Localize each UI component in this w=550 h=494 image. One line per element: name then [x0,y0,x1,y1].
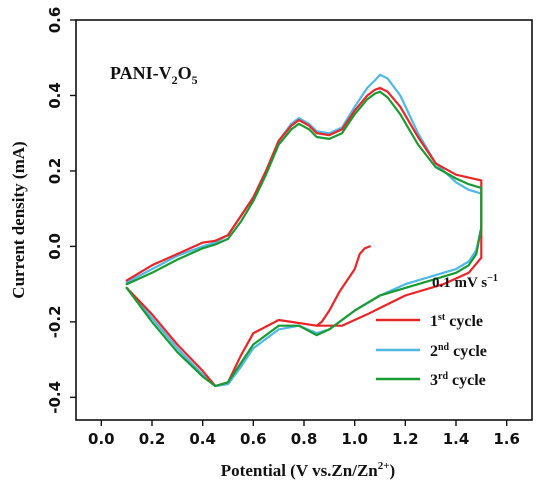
legend-label-cycle1: 1st cycle [430,312,483,330]
y-tick-label: -0.4 [46,381,64,414]
x-tick-label: 0.6 [240,430,267,448]
y-axis-ticks: -0.4 -0.2 0.0 0.2 0.4 0.6 [46,7,76,414]
series-line-1st-cycle [125,86,483,388]
series-line-3rd-cycle [125,90,483,388]
x-tick-label: 1.6 [493,430,520,448]
series-layer [125,73,483,388]
legend-label-cycle3: 3rd cycle [430,371,486,389]
y-tick-label: 0.2 [46,158,64,185]
x-tick-label: 1.4 [443,430,470,448]
x-tick-label: 0.8 [291,430,318,448]
legend-label-cycle2: 2nd cycle [430,342,487,360]
x-tick-label: 0.4 [189,430,216,448]
series-line-1st-cycle-second-sweep- [315,245,371,327]
y-tick-label: 0.0 [46,233,64,260]
y-tick-label: 0.6 [46,7,64,34]
x-tick-label: 1.2 [392,430,419,448]
y-tick-label: 0.4 [46,82,64,109]
y-tick-label: -0.2 [46,305,64,338]
material-label: PANI-V2O5 [110,63,198,87]
x-tick-label: 0.0 [88,430,115,448]
y-axis-title: Current density (mA) [9,141,28,298]
scan-rate-label: 0.1 mV s−1 [432,273,498,291]
x-tick-label: 1.0 [341,430,368,448]
x-tick-label: 0.2 [139,430,166,448]
x-axis-ticks: 0.0 0.2 0.4 0.6 0.8 1.0 1.2 1.4 1.6 [88,420,520,448]
x-axis-title: Potential (V vs.Zn/Zn2+) [221,460,395,480]
legend: 1st cycle 2nd cycle 3rd cycle [376,312,487,389]
series-line-2nd-cycle [125,73,483,388]
